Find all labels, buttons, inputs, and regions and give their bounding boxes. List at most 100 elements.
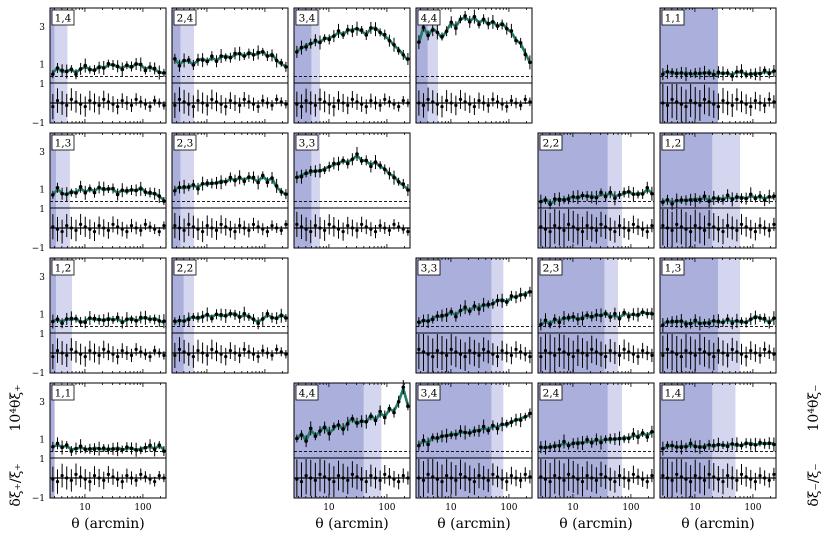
data-point — [228, 311, 233, 316]
data-point — [523, 293, 528, 297]
data-point — [748, 72, 753, 76]
data-point — [622, 437, 626, 441]
ratio-point — [712, 225, 716, 229]
data-point — [69, 316, 74, 321]
data-point — [440, 434, 444, 439]
ratio-point — [604, 355, 608, 359]
ratio-tick-label: 1 — [39, 330, 45, 340]
ratio-point — [445, 353, 449, 357]
data-point — [308, 41, 313, 46]
ratio-point — [360, 102, 364, 106]
data-point — [698, 321, 702, 326]
ratio-point — [491, 472, 495, 476]
data-point — [327, 431, 332, 436]
ratio-point — [219, 102, 223, 106]
x-axis-title: θ (arcmin) — [315, 516, 388, 532]
ratio-point — [486, 103, 490, 107]
data-point — [369, 164, 373, 169]
right-ylabel-ratio: δξ₋/ξ₋ — [806, 463, 822, 506]
data-point — [744, 72, 748, 77]
data-point — [688, 321, 693, 326]
data-point — [74, 316, 78, 321]
panel-xi_plus-4-4: 4,4 — [415, 7, 533, 124]
data-point — [247, 315, 251, 319]
ratio-panel-frame — [171, 332, 289, 374]
data-point — [585, 194, 589, 198]
ratio-point — [726, 101, 730, 105]
panel-xi_minus-1-4: 1,4 — [659, 382, 777, 499]
data-point — [138, 315, 143, 320]
ratio-point — [539, 355, 543, 359]
ratio-point — [153, 227, 157, 231]
ratio-point — [299, 225, 304, 229]
ratio-point — [477, 353, 481, 357]
ratio-point — [739, 352, 744, 356]
ratio-point — [543, 349, 548, 353]
data-point — [106, 317, 111, 322]
ratio-point — [406, 230, 410, 234]
ratio-point — [636, 225, 640, 229]
data-point — [260, 317, 265, 321]
data-point — [421, 25, 426, 30]
panel-label-text: 1,1 — [665, 13, 682, 25]
data-point — [735, 319, 739, 323]
data-point — [378, 30, 382, 35]
ratio-point — [125, 230, 129, 234]
data-point — [580, 193, 585, 198]
ratio-point — [675, 352, 679, 356]
data-point — [106, 61, 111, 66]
x-tick-label: 10 — [79, 503, 91, 513]
data-point — [237, 175, 242, 180]
ratio-point — [557, 476, 561, 480]
data-point — [205, 59, 210, 64]
ratio-point — [739, 472, 744, 476]
ratio-point — [689, 99, 693, 103]
data-point — [152, 317, 157, 322]
data-point — [101, 446, 106, 450]
ratio-point — [421, 103, 426, 107]
ratio-point — [553, 224, 557, 228]
data-point — [284, 316, 288, 320]
x-axis-title: θ (arcmin) — [681, 516, 754, 532]
data-point — [509, 29, 514, 33]
ratio-point — [500, 477, 504, 481]
ratio-point — [767, 350, 771, 354]
data-point — [341, 158, 345, 163]
data-point — [378, 409, 382, 414]
ratio-point — [716, 349, 720, 353]
ratio-point — [219, 222, 223, 226]
data-point — [650, 191, 654, 196]
data-point — [318, 40, 322, 45]
scale-cut-region — [294, 8, 312, 123]
ratio-point — [304, 474, 308, 478]
ratio-point — [661, 474, 665, 478]
ratio-point — [256, 355, 260, 359]
ratio-point — [97, 353, 101, 357]
ratio-point — [468, 477, 472, 481]
data-point — [387, 406, 392, 411]
ratio-point — [528, 355, 532, 359]
ratio-point — [472, 351, 476, 355]
data-point — [481, 303, 486, 307]
data-point — [210, 54, 214, 58]
ratio-point — [134, 226, 138, 230]
ratio-point — [309, 476, 313, 480]
ratio-point — [435, 477, 439, 481]
data-point — [111, 318, 115, 322]
ratio-tick-label: −1 — [32, 369, 45, 379]
data-point — [730, 321, 735, 326]
ratio-point — [599, 472, 603, 476]
scale-cut-region — [172, 258, 184, 373]
ratio-point — [486, 478, 490, 482]
ratio-point — [749, 105, 753, 109]
ratio-point — [514, 476, 518, 480]
data-point — [295, 175, 299, 180]
ratio-point — [661, 224, 665, 228]
ratio-point — [617, 353, 622, 357]
data-point — [467, 309, 472, 314]
panel-label-text: 2,2 — [177, 263, 194, 275]
data-point — [599, 313, 603, 318]
ratio-tick-label: −1 — [32, 244, 45, 254]
data-point — [111, 447, 115, 451]
ratio-point — [735, 350, 739, 354]
